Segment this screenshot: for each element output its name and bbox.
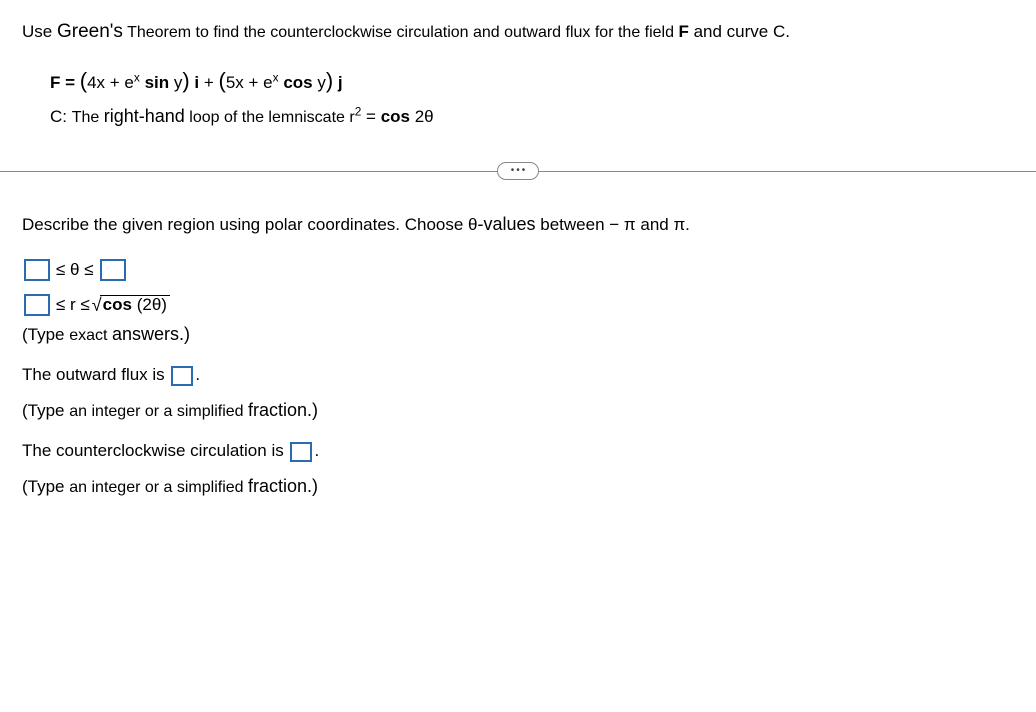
period: . — [314, 441, 319, 460]
circ-input[interactable] — [290, 442, 312, 462]
expand-pill[interactable]: ••• — [497, 162, 539, 180]
arg: 2θ — [415, 107, 434, 126]
theta-upper-input[interactable] — [100, 259, 126, 281]
eq: = — [361, 107, 380, 126]
txt: answers.) — [112, 324, 190, 344]
circ-question: The counterclockwise circulation is . — [22, 437, 1014, 466]
txt: (Type — [22, 401, 69, 420]
field-symbol: F — [678, 22, 688, 41]
question-prompt: Use Green's Theorem to find the counterc… — [22, 18, 1014, 47]
plus: + — [204, 73, 219, 92]
field-definition: F = (4x + ex sin y) i + (5x + ex cos y) … — [50, 61, 1014, 101]
period: . — [195, 365, 200, 384]
txt: an integer or a simplified — [69, 403, 248, 420]
i-hat: i — [190, 73, 204, 92]
le-theta-le: ≤ θ ≤ — [52, 254, 98, 286]
txt: and curve C. — [689, 22, 790, 41]
sin: sin — [140, 73, 174, 92]
txt: The — [72, 109, 104, 126]
F-eq: F = — [50, 73, 80, 92]
j-hat: j — [333, 73, 342, 92]
var: y — [317, 73, 326, 92]
txt: − π and π. — [609, 215, 690, 234]
section-divider: ••• — [22, 161, 1014, 181]
txt-greens: Green's — [57, 21, 123, 42]
paren: ( — [219, 68, 226, 93]
txt: between — [536, 215, 610, 234]
txt: fraction.) — [248, 476, 318, 496]
paren: ( — [80, 68, 87, 93]
txt: loop of the lemniscate r — [185, 109, 355, 126]
txt: right-hand — [104, 106, 185, 126]
txt: (Type — [22, 325, 69, 344]
field-and-curve: F = (4x + ex sin y) i + (5x + ex cos y) … — [50, 61, 1014, 133]
txt: (Type — [22, 477, 69, 496]
term2a: 5x + e — [226, 73, 273, 92]
txt: The counterclockwise circulation is — [22, 441, 288, 460]
circ-hint: (Type an integer or a simplified fractio… — [22, 476, 1014, 497]
cos: cos — [279, 73, 318, 92]
cos: cos — [103, 295, 137, 314]
le-r-le: ≤ r ≤ — [52, 289, 92, 321]
txt: Use — [22, 22, 57, 41]
txt: Theorem to find the counterclockwise cir… — [123, 24, 679, 41]
cos: cos — [381, 107, 415, 126]
flux-question: The outward flux is . — [22, 361, 1014, 390]
curve-definition: C: The right-hand loop of the lemniscate… — [50, 100, 1014, 133]
paren: ) — [182, 68, 189, 93]
r-range: ≤ r ≤ √ cos (2θ) — [22, 288, 1014, 322]
flux-input[interactable] — [171, 366, 193, 386]
C-label: C: — [50, 107, 72, 126]
txt: an integer or a simplified — [69, 479, 248, 496]
txt: exact — [69, 327, 112, 344]
txt: The outward flux is — [22, 365, 169, 384]
term1a: 4x + e — [87, 73, 134, 92]
txt: Describe the given region using polar co… — [22, 215, 478, 234]
txt: fraction.) — [248, 400, 318, 420]
polar-prompt: Describe the given region using polar co… — [22, 209, 1014, 240]
r-lower-input[interactable] — [24, 294, 50, 316]
flux-hint: (Type an integer or a simplified fractio… — [22, 400, 1014, 421]
theta-lower-input[interactable] — [24, 259, 50, 281]
sqrt-arg-text: (2θ) — [137, 295, 167, 314]
sqrt-expr: √ cos (2θ) — [92, 288, 170, 322]
exact-hint: (Type exact answers.) — [22, 324, 1014, 345]
theta-range: ≤ θ ≤ — [22, 254, 1014, 286]
txt: -values — [478, 214, 536, 234]
